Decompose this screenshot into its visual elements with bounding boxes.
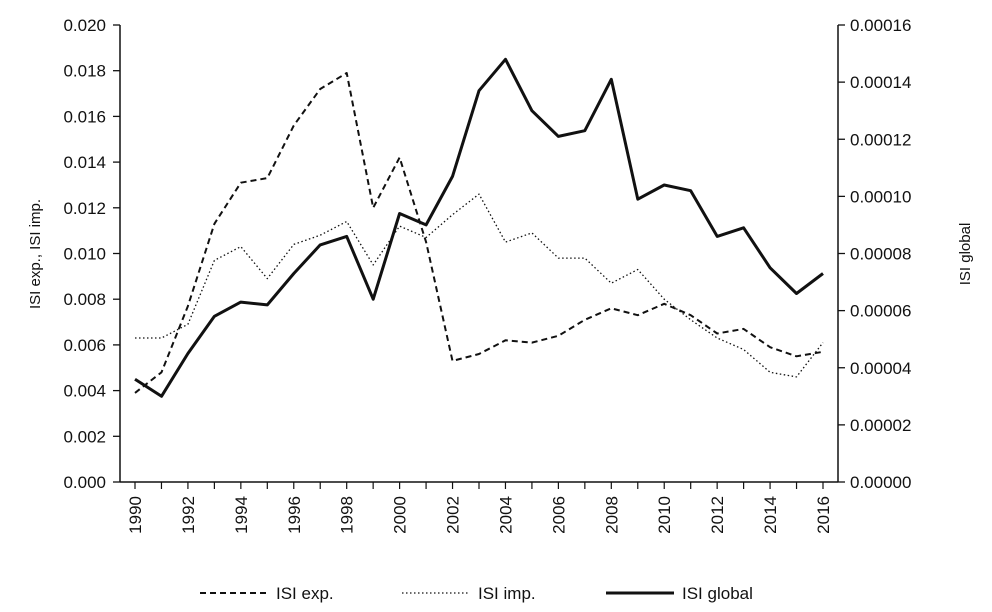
right-tick-label: 0.00000 bbox=[850, 473, 911, 492]
right-tick-label: 0.00014 bbox=[850, 73, 911, 92]
series-line-isi-exp bbox=[134, 72, 824, 394]
x-tick-label: 2014 bbox=[761, 496, 780, 534]
left-tick-label: 0.016 bbox=[63, 107, 106, 126]
left-tick-label: 0.006 bbox=[63, 336, 106, 355]
right-y-ticks: 0.00000 0.00002 0.00004 0.00006 0.00008 0.000… bbox=[838, 16, 911, 492]
left-tick-label: 0.014 bbox=[63, 153, 106, 172]
x-tick-label: 2000 bbox=[391, 496, 410, 534]
left-tick-label: 0.010 bbox=[63, 245, 106, 264]
legend-label-isi-exp: ISI exp. bbox=[276, 584, 334, 603]
x-tick-label: 2002 bbox=[444, 496, 463, 534]
right-tick-label: 0.00016 bbox=[850, 16, 911, 35]
left-y-ticks: 0.000 0.002 0.004 0.006 0.008 0.010 0.012 0.014… bbox=[63, 16, 120, 492]
right-tick-label: 0.00004 bbox=[850, 359, 911, 378]
x-tick-label: 2016 bbox=[814, 496, 833, 534]
x-tick-label: 2012 bbox=[708, 496, 727, 534]
x-tick-label: 1992 bbox=[179, 496, 198, 534]
legend-label-isi-imp: ISI imp. bbox=[478, 584, 536, 603]
series-layer bbox=[134, 57, 824, 398]
x-ticks: 1990 1992 1994 1996 1998 2000 2002 2004 2006 2008… bbox=[126, 482, 833, 534]
x-tick-label: 1998 bbox=[338, 496, 357, 534]
left-axis-title: ISI exp., ISI imp. bbox=[27, 199, 44, 309]
series-line-isi-global bbox=[134, 57, 824, 398]
left-tick-label: 0.008 bbox=[63, 290, 106, 309]
left-tick-label: 0.004 bbox=[63, 382, 106, 401]
right-tick-label: 0.00002 bbox=[850, 416, 911, 435]
left-tick-label: 0.020 bbox=[63, 16, 106, 35]
right-tick-label: 0.00008 bbox=[850, 245, 911, 264]
right-tick-label: 0.00012 bbox=[850, 130, 911, 149]
left-tick-label: 0.002 bbox=[63, 427, 106, 446]
x-tick-label: 1996 bbox=[285, 496, 304, 534]
x-tick-label: 2004 bbox=[496, 496, 515, 534]
left-tick-label: 0.018 bbox=[63, 62, 106, 81]
series-line-isi-imp bbox=[135, 193, 824, 378]
right-tick-label: 0.00006 bbox=[850, 302, 911, 321]
left-tick-label: 0.012 bbox=[63, 199, 106, 218]
x-tick-label: 2010 bbox=[655, 496, 674, 534]
x-tick-label: 2006 bbox=[549, 496, 568, 534]
right-tick-label: 0.00010 bbox=[850, 187, 911, 206]
right-axis-title: ISI global bbox=[957, 223, 974, 286]
legend-label-isi-global: ISI global bbox=[682, 584, 753, 603]
left-tick-label: 0.000 bbox=[63, 473, 106, 492]
x-tick-label: 1994 bbox=[232, 496, 251, 534]
x-tick-label: 2008 bbox=[602, 496, 621, 534]
legend: ISI exp. ISI imp. ISI global bbox=[200, 584, 753, 603]
x-tick-label: 1990 bbox=[126, 496, 145, 534]
